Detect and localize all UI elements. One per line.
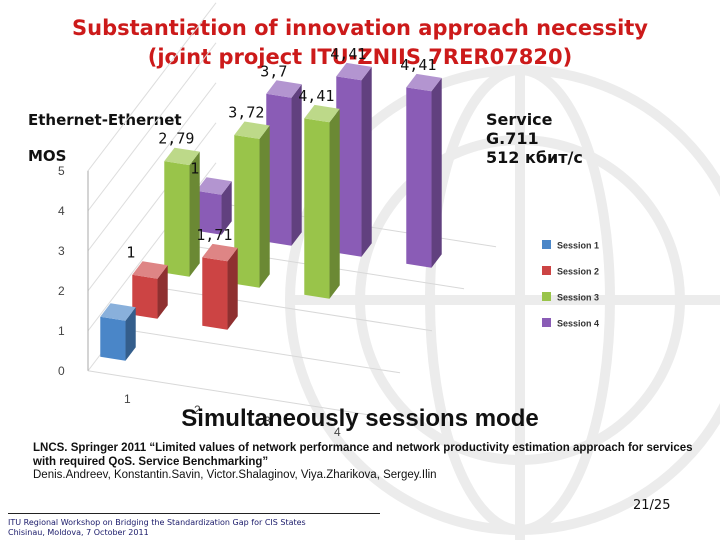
bar-front (196, 190, 222, 235)
bar-side (259, 125, 270, 288)
x-tick-label: 4 (334, 425, 341, 439)
bar (196, 177, 232, 235)
bar-front (132, 274, 158, 319)
bar-top (336, 62, 372, 81)
bar (336, 62, 372, 257)
footer-line-2: Chisinau, Moldova, 7 October 2011 (8, 528, 149, 537)
service-line-3: 512 кбит/с (486, 148, 583, 167)
y-tick-label: 0 (58, 364, 65, 378)
legend-label: Session 4 (557, 319, 599, 329)
x-tick-label: 1 (124, 392, 131, 406)
legend-label: Session 2 (557, 267, 599, 277)
data-label: 1 (126, 243, 135, 261)
title-line-2: (joint project ITU-ZNIIS 7RER07820) (147, 45, 573, 69)
bar (266, 80, 302, 246)
data-label: 2,79 (158, 130, 194, 148)
data-label: 4,41 (330, 45, 366, 63)
legend-swatch (542, 240, 551, 249)
bar (164, 147, 200, 277)
title-line-1: Substantiation of innovation approach ne… (72, 16, 648, 40)
bar-front (100, 316, 126, 361)
y-tick-label: 3 (58, 244, 65, 258)
legend-swatch (542, 266, 551, 275)
bar-front (266, 93, 292, 246)
data-label: 3,7 (260, 62, 287, 80)
legend-swatch (542, 318, 551, 327)
bar-side (189, 151, 200, 277)
footer-divider (8, 513, 380, 514)
bar-top (266, 80, 302, 98)
bar-side (227, 247, 238, 330)
data-label: 1,71 (196, 226, 232, 244)
bar-side (329, 108, 340, 299)
bar-side (125, 307, 136, 361)
bar (100, 303, 136, 361)
legend-label: Session 3 (557, 293, 599, 303)
reference-block: LNCS. Springer 2011 “Limited values of n… (33, 442, 693, 483)
data-label: 4,41 (298, 87, 334, 105)
slide-title: Substantiation of innovation approach ne… (0, 14, 720, 72)
bar-top (196, 177, 232, 195)
reference-citation: LNCS. Springer 2011 “Limited values of n… (33, 442, 693, 468)
floor-grid-line (151, 286, 433, 332)
bar-top (234, 121, 270, 139)
y-gridline (87, 82, 217, 252)
y-tick-label: 5 (58, 164, 65, 178)
x-tick-label: 2 (194, 403, 201, 417)
reference-authors: Denis.Andreev, Konstantin.Savin, Victor.… (33, 469, 437, 481)
bar-top (304, 104, 340, 123)
bar-side (221, 181, 232, 235)
floor-grid-line (119, 328, 401, 374)
floor-grid-line (87, 370, 369, 416)
x-tick-label: 3 (264, 414, 271, 428)
bar (406, 73, 442, 268)
ethernet-label: Ethernet-Ethernet (28, 111, 182, 129)
legend-label: Session 1 (557, 241, 599, 251)
y-gridline (87, 42, 217, 212)
bar-top (406, 73, 442, 92)
y-tick-label: 4 (58, 204, 65, 218)
mos-label: MOS (28, 147, 67, 165)
bar-top (132, 261, 168, 279)
y-tick-label: 1 (58, 324, 65, 338)
bar-top (202, 243, 238, 262)
bar-front (234, 134, 260, 288)
y-gridline (87, 122, 217, 292)
data-label: 1 (190, 159, 199, 177)
data-label: 4,41 (400, 56, 436, 74)
bar-top (164, 147, 200, 166)
service-line-2: G.711 (486, 129, 539, 148)
service-label: Service G.711 512 кбит/с (486, 110, 583, 167)
bar (234, 121, 270, 288)
bar (202, 243, 238, 330)
page-number: 21/25 (633, 498, 671, 513)
bar (304, 104, 340, 299)
bar-top (100, 303, 136, 321)
bar-front (164, 161, 190, 277)
bar-front (336, 76, 362, 257)
footer: ITU Regional Workshop on Bridging the St… (8, 518, 306, 538)
y-tick-label: 2 (58, 284, 65, 298)
data-label: 3,72 (228, 104, 264, 122)
y-gridline (87, 2, 217, 172)
bar-front (202, 257, 228, 330)
bar-front (406, 87, 432, 268)
service-line-1: Service (486, 110, 553, 129)
footer-line-1: ITU Regional Workshop on Bridging the St… (8, 518, 306, 527)
bar-side (157, 265, 168, 319)
legend-swatch (542, 292, 551, 301)
bar-side (361, 66, 372, 257)
bar-side (431, 77, 442, 268)
bar-front (304, 118, 330, 299)
bar (132, 261, 168, 319)
bar-side (291, 84, 302, 246)
chart-subtitle: Simultaneously sessions mode (181, 405, 539, 432)
